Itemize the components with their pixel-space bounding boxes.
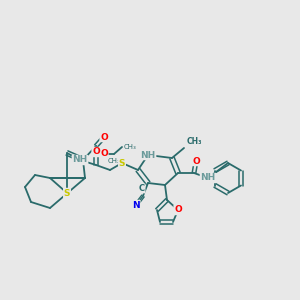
Text: S: S <box>64 188 70 197</box>
Text: O: O <box>100 133 108 142</box>
Text: S: S <box>119 158 125 167</box>
Text: CH₃: CH₃ <box>124 144 137 150</box>
Text: O: O <box>92 148 100 157</box>
Text: NH: NH <box>72 155 88 164</box>
Text: O: O <box>174 206 182 214</box>
Text: CH₃: CH₃ <box>187 137 203 146</box>
Text: O: O <box>192 157 200 166</box>
Text: NH: NH <box>200 173 216 182</box>
Text: C: C <box>139 184 145 193</box>
Text: N: N <box>132 200 140 209</box>
Text: CH₂: CH₂ <box>108 158 120 164</box>
Text: O: O <box>100 149 108 158</box>
Text: NH: NH <box>140 151 156 160</box>
